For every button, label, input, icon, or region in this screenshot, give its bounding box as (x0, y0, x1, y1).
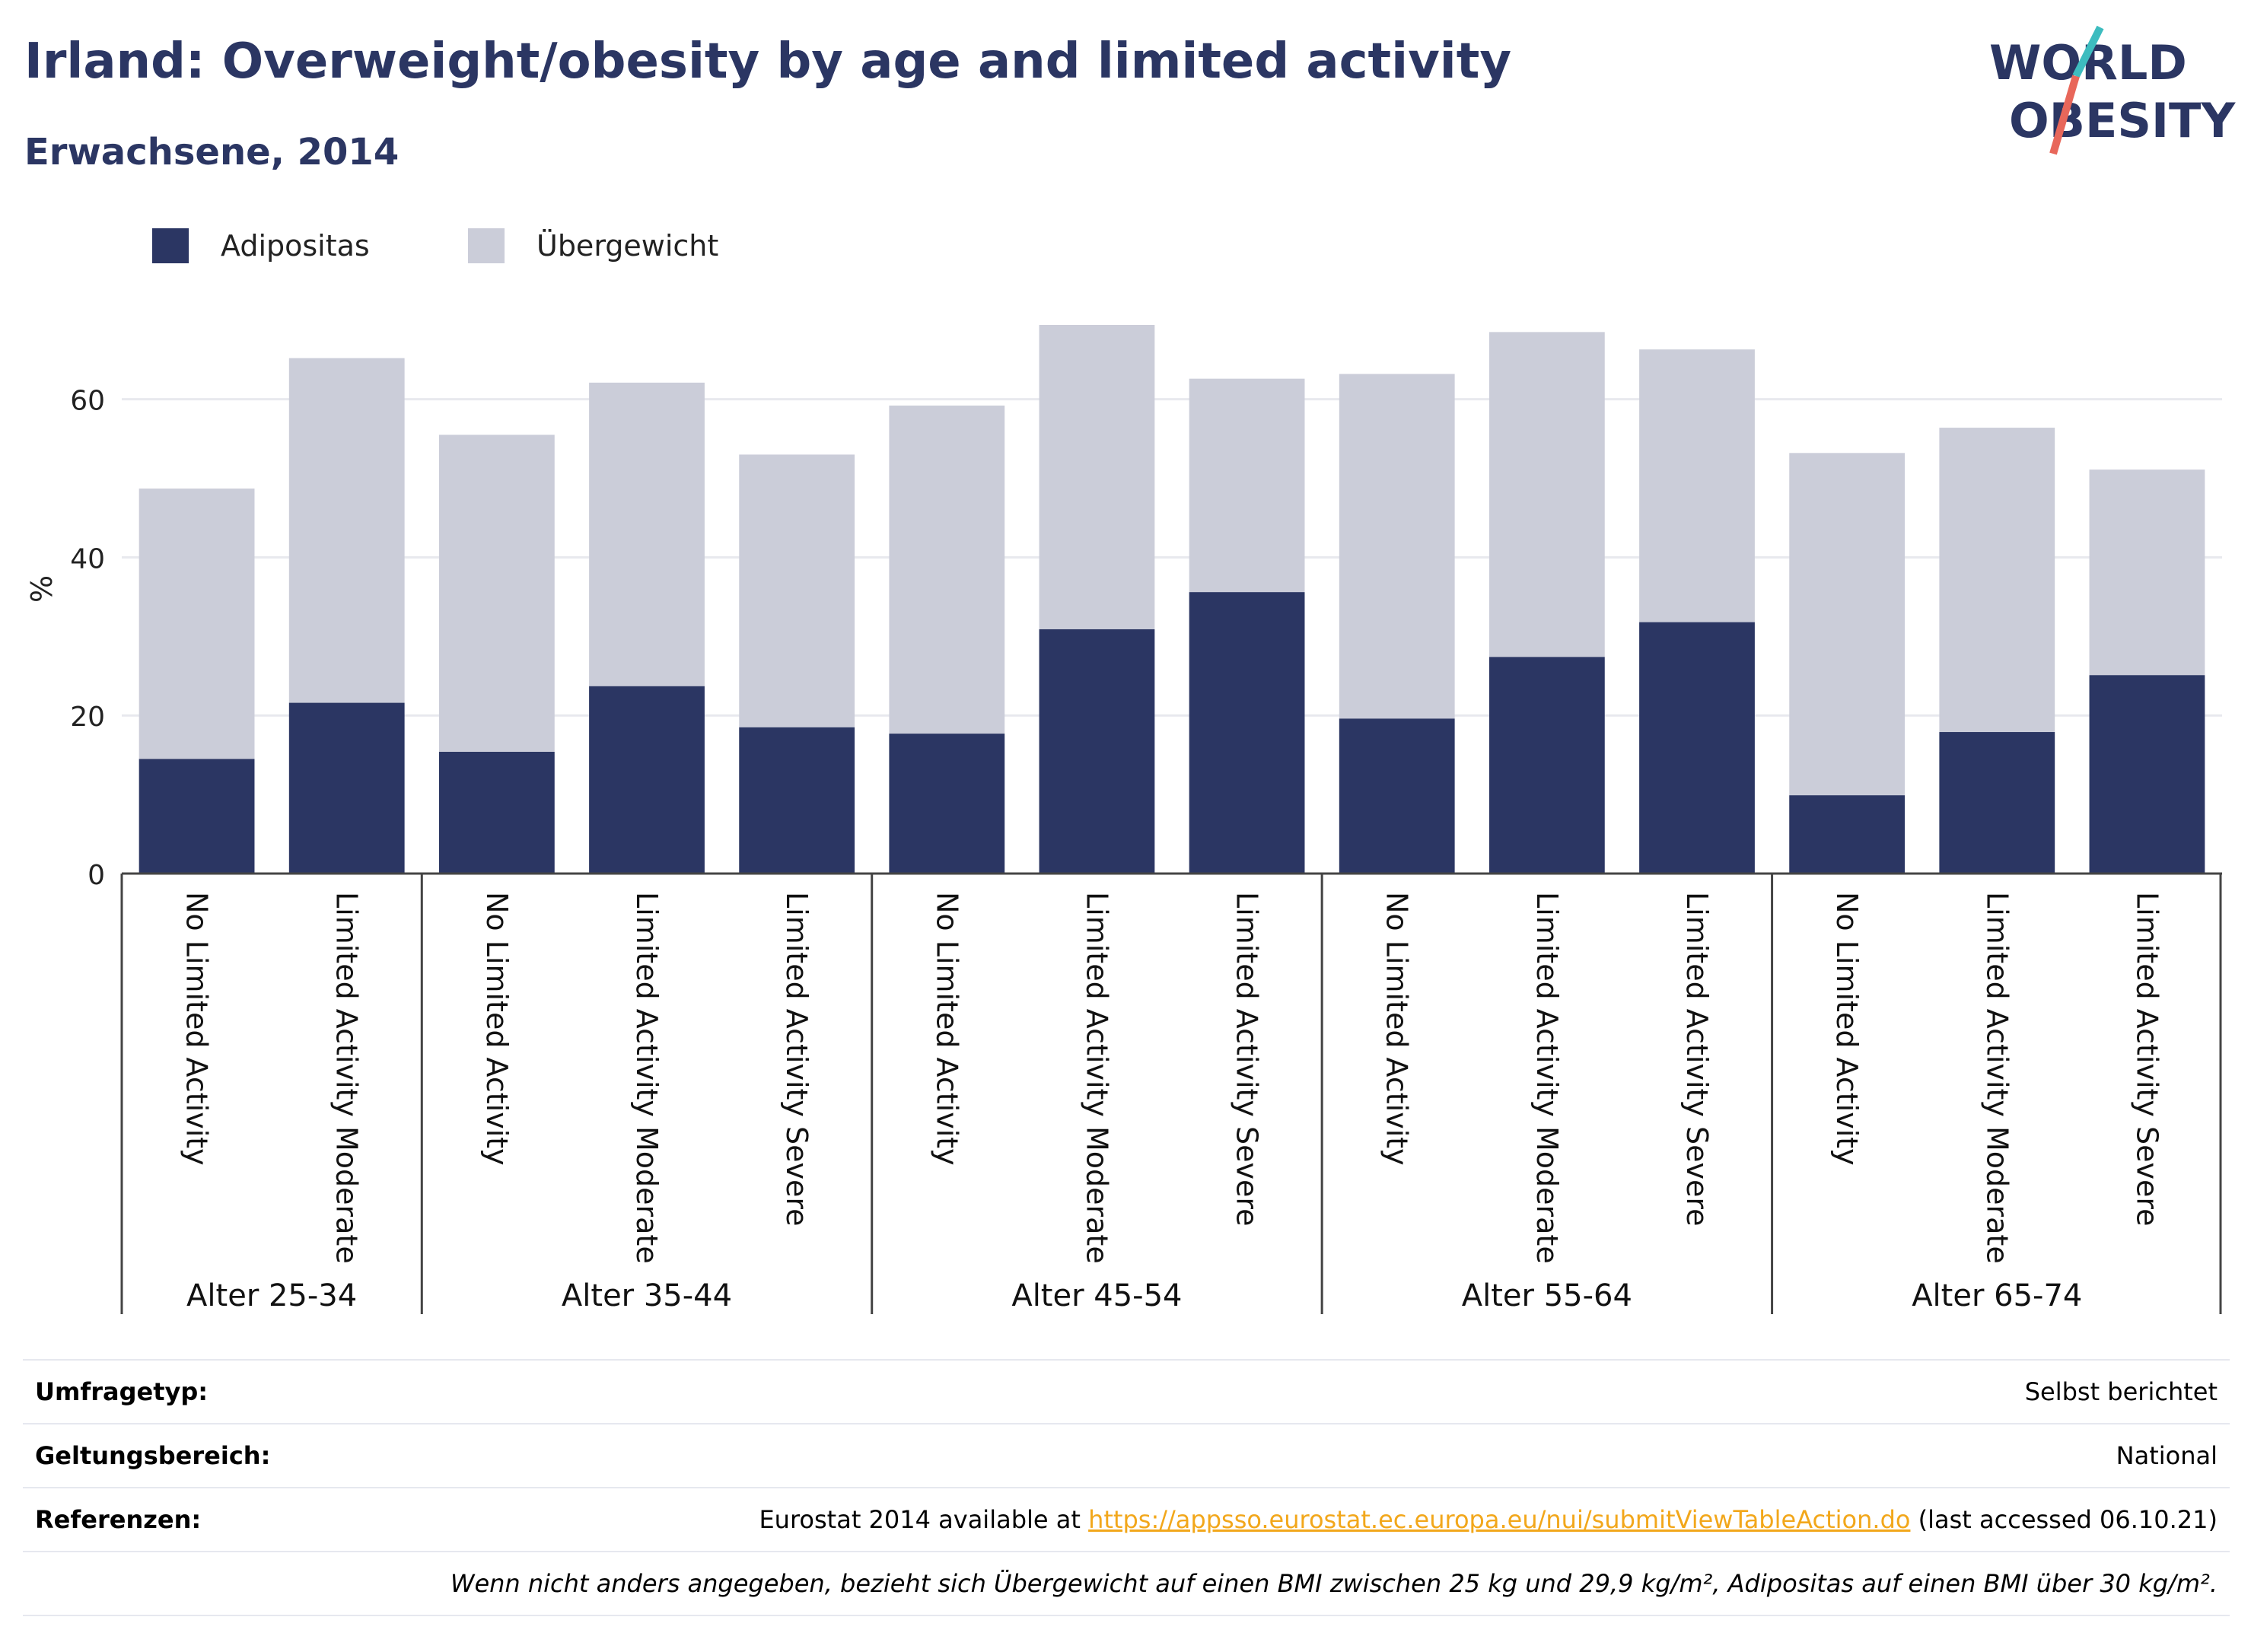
bar-obesity (1789, 795, 1906, 874)
group-label: Alter 35-44 (562, 1278, 732, 1313)
bar-overweight (1039, 325, 1155, 629)
bar-obesity (1039, 629, 1155, 874)
bar-obesity (1939, 732, 2055, 874)
x-tick-label: Limited Activity Moderate (1530, 892, 1564, 1264)
bar-obesity (1189, 592, 1305, 874)
x-tick-label: Limited Activity Severe (2130, 892, 2163, 1227)
references-suffix: (last accessed 06.10.21) (1910, 1505, 2218, 1534)
y-axis-label: % (25, 575, 59, 603)
survey-type-value: Selbst berichtet (367, 1359, 2230, 1424)
references-prefix: Eurostat 2014 available at (759, 1505, 1089, 1534)
y-tick-label: 0 (88, 860, 105, 891)
scope-label: Geltungsbereich: (23, 1424, 367, 1488)
group-label: Alter 65-74 (1912, 1278, 2082, 1313)
group-label: Alter 25-34 (186, 1278, 357, 1313)
y-tick-label: 40 (70, 543, 105, 575)
bar-obesity (138, 759, 255, 874)
svg-text:OBESITY: OBESITY (2009, 93, 2236, 148)
y-tick-label: 20 (70, 702, 105, 733)
group-label: Alter 45-54 (1011, 1278, 1182, 1313)
x-tick-label: No Limited Activity (180, 892, 214, 1166)
x-tick-label: No Limited Activity (480, 892, 514, 1166)
references-label: Referenzen: (23, 1488, 367, 1552)
bmi-note: Wenn nicht anders angegeben, bezieht sic… (23, 1552, 2230, 1616)
x-tick-label: No Limited Activity (1380, 892, 1414, 1166)
bar-obesity (889, 734, 1005, 874)
y-tick-label: 60 (70, 386, 105, 417)
bar-obesity (739, 727, 855, 874)
references-link[interactable]: https://appsso.eurostat.ec.europa.eu/nui… (1088, 1505, 1911, 1534)
bar-obesity (1639, 622, 1755, 874)
bar-obesity (1339, 718, 1455, 874)
bar-overweight (889, 405, 1005, 734)
chart-subtitle: Erwachsene, 2014 (24, 131, 400, 173)
x-tick-label: Limited Activity Severe (1680, 892, 1714, 1227)
world-obesity-logo: WORLD OBESITY (1989, 25, 2236, 155)
legend-label: Adipositas (221, 229, 370, 263)
legend-swatch (152, 228, 189, 263)
info-table: Umfragetyp: Selbst berichtet Geltungsber… (23, 1359, 2230, 1616)
x-tick-label: No Limited Activity (930, 892, 963, 1166)
scope-value: National (367, 1424, 2230, 1488)
bar-obesity (438, 752, 555, 874)
bar-overweight (1789, 453, 1906, 796)
stacked-bar-chart: 0 20 40 60% Adipositas Übergewicht No Limited … (25, 228, 2222, 1314)
bar-overweight (1488, 332, 1605, 657)
info-row-survey: Umfragetyp: Selbst berichtet (23, 1359, 2230, 1424)
x-tick-label: Limited Activity Moderate (630, 892, 664, 1264)
bar-obesity (589, 686, 705, 874)
bar-overweight (1939, 428, 2055, 733)
bar-overweight (138, 489, 255, 759)
group-label: Alter 55-64 (1462, 1278, 1632, 1313)
info-row-references: Referenzen: Eurostat 2014 available at h… (23, 1488, 2230, 1552)
x-tick-label: Limited Activity Moderate (1080, 892, 1113, 1264)
x-tick-label: Limited Activity Severe (780, 892, 813, 1227)
info-row-scope: Geltungsbereich: National (23, 1424, 2230, 1488)
bar-overweight (288, 358, 405, 703)
legend-label: Übergewicht (536, 229, 718, 263)
chart-title: Irland: Overweight/obesity by age and li… (24, 33, 1512, 90)
bar-overweight (1639, 349, 1755, 622)
bar-overweight (1189, 378, 1305, 593)
bar-obesity (288, 702, 405, 874)
bar-overweight (438, 434, 555, 753)
bar-obesity (2089, 675, 2205, 874)
x-tick-label: Limited Activity Moderate (1980, 892, 2014, 1264)
info-row-note: Wenn nicht anders angegeben, bezieht sic… (23, 1552, 2230, 1616)
bar-overweight (1339, 374, 1455, 719)
survey-type-label: Umfragetyp: (23, 1359, 367, 1424)
x-tick-label: Limited Activity Moderate (330, 892, 364, 1264)
x-tick-label: No Limited Activity (1830, 892, 1864, 1166)
references-value: Eurostat 2014 available at https://appss… (367, 1488, 2230, 1552)
legend-swatch (468, 228, 505, 263)
bar-overweight (589, 382, 705, 686)
bar-obesity (1488, 657, 1605, 874)
bar-overweight (739, 454, 855, 727)
bar-overweight (2089, 469, 2205, 676)
x-tick-label: Limited Activity Severe (1231, 892, 1264, 1227)
